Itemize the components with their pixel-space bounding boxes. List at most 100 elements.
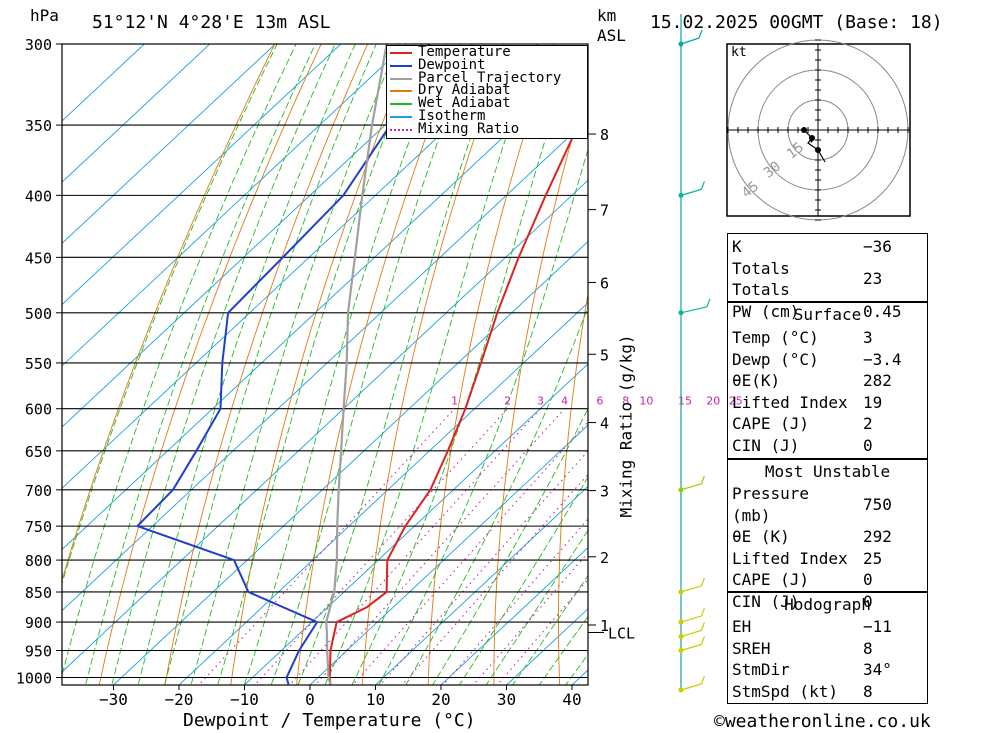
mixing-ratio-label: 25	[729, 395, 743, 408]
mixing-ratio-line	[472, 551, 588, 685]
wet-adiabat-line	[538, 615, 588, 685]
km-axis-title: km	[597, 6, 617, 25]
index-label: StmDir	[732, 660, 790, 679]
most-unstable-title: Most Unstable	[764, 462, 891, 481]
mixing-ratio-line	[442, 518, 588, 685]
mixing-ratio-label: 8	[622, 395, 629, 408]
wind-barb	[680, 643, 702, 652]
wind-barb-flag	[700, 675, 705, 685]
temperature-tick-label: 40	[562, 690, 581, 709]
wind-barb-flag	[700, 636, 705, 645]
legend-swatch	[390, 90, 412, 93]
dry-adiabat-line	[361, 44, 508, 685]
isotherm-line	[440, 546, 588, 685]
index-label: Dewp (°C)	[732, 349, 819, 369]
x-axis-title: Dewpoint / Temperature (°C)	[183, 710, 476, 731]
temperature-profile-line	[328, 105, 588, 685]
mixing-ratio-line	[288, 408, 541, 685]
surface-row: θE(K) 282	[728, 370, 927, 392]
location-title: 51°12'N 4°28'E 13m ASL	[92, 12, 331, 33]
surface-row: CIN (J) 0	[728, 435, 927, 457]
isotherm-line	[243, 363, 588, 685]
wind-barb	[680, 629, 702, 638]
wet-adiabat-line	[324, 44, 538, 685]
wind-barb-flag	[700, 181, 705, 190]
index-label: Temp (°C)	[732, 328, 819, 347]
index-label: PW (cm)	[732, 301, 800, 321]
pressure-tick-label: 750	[25, 518, 52, 536]
mixing-ratio-line	[254, 408, 509, 685]
index-label: SREH	[732, 638, 771, 658]
temperature-tick-label: −10	[230, 690, 259, 709]
hodograph-section-title: Hodograph	[784, 595, 871, 614]
index-value: −3.4	[863, 349, 902, 369]
isotherm-line	[374, 485, 588, 685]
index-value: 292	[863, 527, 892, 546]
wet-adiabat-line	[111, 44, 336, 685]
mu-row: Lifted Index 25	[728, 548, 927, 570]
dry-adiabat-line	[427, 44, 554, 685]
surface-row: Temp (°C) 3	[728, 327, 927, 349]
mu-row: CAPE (J) 0	[728, 569, 927, 591]
wind-barb	[680, 306, 708, 314]
legend-swatch	[390, 103, 412, 106]
mixing-ratio-label: 6	[596, 395, 603, 408]
index-label: Totals Totals	[732, 258, 790, 300]
km-tick-label: 3	[600, 483, 609, 501]
km-tick-label: 2	[600, 549, 609, 567]
parcel-trajectory-profile-line	[325, 44, 388, 685]
pressure-tick-label: 300	[25, 36, 52, 54]
mixing-ratio-label: 4	[561, 395, 568, 408]
pressure-tick-label: 850	[25, 584, 52, 602]
legend-swatch	[390, 128, 412, 131]
wet-adiabat-line	[512, 574, 588, 685]
index-value: 8	[863, 681, 873, 701]
legend-label: Wet Adiabat	[418, 95, 511, 112]
dewpoint-profile-line	[135, 44, 431, 685]
wet-adiabat-line	[137, 44, 356, 685]
legend-item: Wet Adiabat	[387, 95, 587, 112]
pressure-tick-label: 800	[25, 552, 52, 570]
copyright-link[interactable]: ©weatheronline.co.uk	[714, 711, 931, 732]
hodo-row: EH −11	[728, 616, 927, 638]
pressure-tick-label: 900	[25, 614, 52, 632]
pressure-tick-label: 700	[25, 482, 52, 500]
index-value: −11	[863, 617, 892, 636]
pressure-tick-label: 450	[25, 249, 52, 267]
dry-adiabat-line	[62, 44, 276, 582]
index-value: 282	[863, 371, 892, 390]
mixing-ratio-label: 3	[537, 395, 544, 408]
index-label: CIN (J)	[732, 591, 800, 611]
index-label: Lifted Index	[732, 548, 848, 568]
pressure-tick-label: 350	[25, 117, 52, 135]
legend-item: Parcel Trajectory	[387, 71, 587, 84]
pressure-tick-label: 500	[25, 305, 52, 323]
index-label: EH	[732, 617, 752, 636]
index-label: Pressure (mb)	[732, 484, 810, 525]
wet-adiabat-line	[217, 44, 423, 685]
isotherm-line	[62, 179, 588, 673]
pressure-tick-label: 950	[25, 643, 52, 661]
wet-adiabat-line	[485, 529, 588, 685]
temperature-tick-label: 20	[431, 690, 450, 709]
mixing-ratio-label: 20	[706, 395, 720, 408]
index-row-pw: PW (cm) 0.45	[728, 301, 927, 323]
wind-barb-flag	[700, 475, 705, 485]
surface-row: Dewp (°C) −3.4	[728, 349, 927, 371]
km-tick-label: 1	[600, 617, 609, 635]
run-time-title: 15.02.2025 00GMT (Base: 18)	[650, 12, 943, 33]
dry-adiabat-line	[558, 291, 588, 685]
index-value: 3	[863, 328, 873, 347]
wind-barb	[680, 585, 702, 593]
plot-frame	[61, 43, 589, 686]
wet-adiabat-line	[62, 44, 278, 586]
wet-adiabat-line	[62, 44, 297, 678]
index-label: CAPE (J)	[732, 570, 810, 589]
legend-item: Isotherm	[387, 109, 587, 123]
index-label: θE (K)	[732, 527, 790, 546]
wet-adiabat-line	[85, 44, 316, 685]
surface-box: Surface Temp (°C) 3 Dewp (°C) −3.4 θE(K) 28…	[727, 301, 928, 460]
index-value: 34°	[863, 660, 892, 679]
pressure-tick-label: 650	[25, 443, 52, 461]
index-label: θE(K)	[732, 371, 781, 390]
